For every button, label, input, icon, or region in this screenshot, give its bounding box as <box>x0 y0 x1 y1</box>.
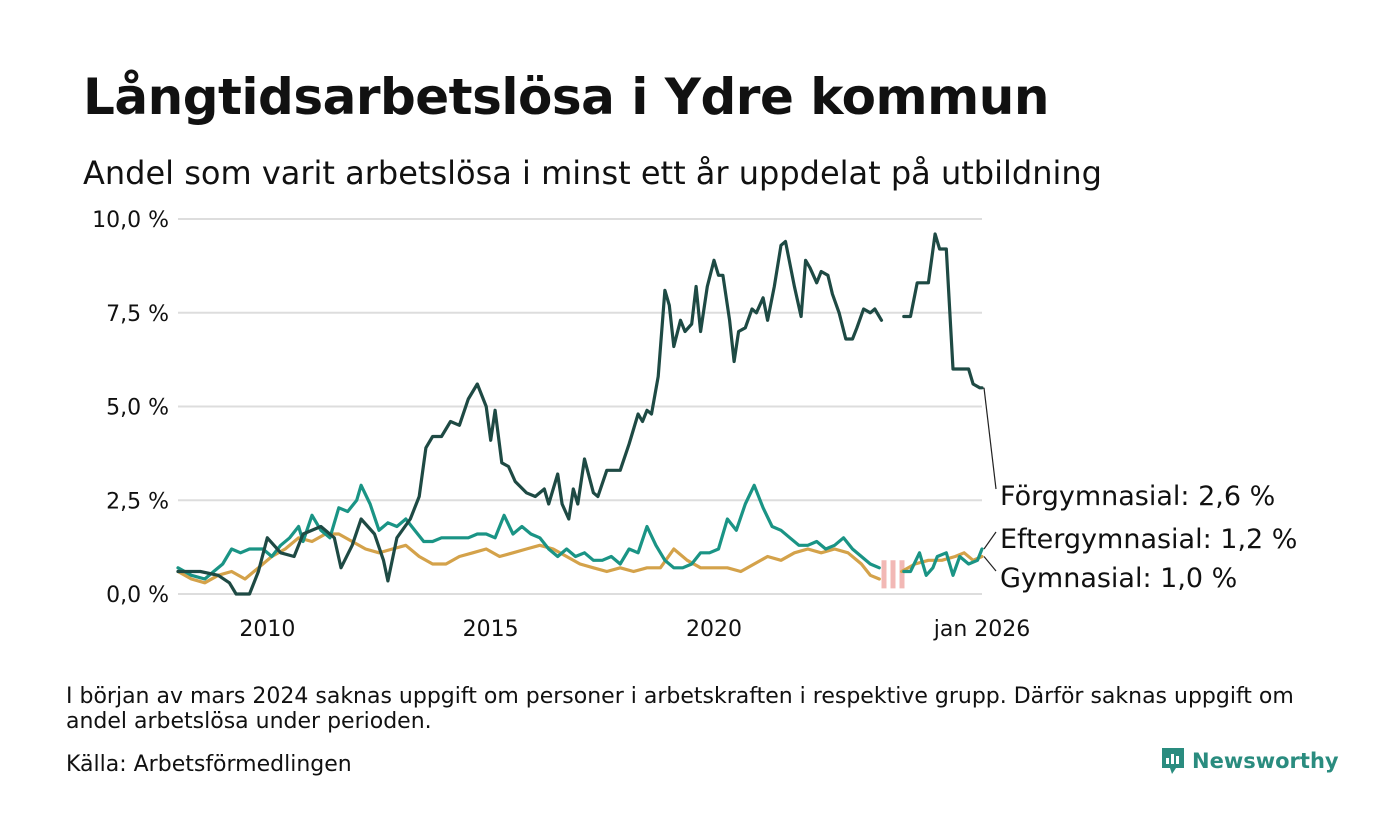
series-end-labels: Förgymnasial: 2,6 % Eftergymnasial: 1,2 %… <box>983 387 1297 594</box>
series-end-label: Gymnasial: 1,0 % <box>1000 563 1237 594</box>
x-tick-label: jan 2026 <box>933 617 1031 642</box>
newsworthy-logo-icon <box>1162 748 1184 774</box>
series-line-eftergymnasial <box>176 483 984 581</box>
leader-line <box>983 531 997 550</box>
x-tick-label: 2010 <box>239 617 295 642</box>
missing-data-stripe <box>890 560 896 589</box>
chart-title: Långtidsarbetslösa i Ydre kommun <box>83 68 1049 126</box>
series-line-förgymnasial <box>176 232 984 596</box>
footnote: I början av mars 2024 saknas uppgift om … <box>66 684 1294 734</box>
y-tick-label: 5,0 % <box>106 396 169 421</box>
leader-line <box>983 387 997 490</box>
y-tick-label: 10,0 % <box>92 208 169 233</box>
y-tick-label: 0,0 % <box>106 583 169 608</box>
brand-name: Newsworthy <box>1192 749 1339 773</box>
series-end-label: Eftergymnasial: 1,2 % <box>1000 524 1297 555</box>
leader-line <box>983 556 997 572</box>
y-tick-label: 2,5 % <box>106 489 169 514</box>
line-chart: Förgymnasial: 2,6 % Eftergymnasial: 1,2 %… <box>92 208 1297 642</box>
x-tick-label: 2015 <box>463 617 519 642</box>
series-lines <box>176 232 984 596</box>
missing-data-stripe <box>881 560 887 589</box>
series-end-label: Förgymnasial: 2,6 % <box>1000 481 1275 512</box>
source-credit: Källa: Arbetsförmedlingen <box>66 752 352 777</box>
chart-subtitle: Andel som varit arbetslösa i minst ett å… <box>83 154 1102 192</box>
x-tick-label: 2020 <box>686 617 742 642</box>
y-tick-label: 7,5 % <box>106 302 169 327</box>
missing-data-band <box>881 560 905 589</box>
grid-lines <box>178 218 982 595</box>
missing-data-stripe <box>899 560 905 589</box>
brand-logo: Newsworthy <box>1160 746 1339 776</box>
axis-labels: 0,0 % 2,5 % 5,0 % 7,5 % 10,0 % 2010 2015 2020 ja… <box>92 208 1030 642</box>
